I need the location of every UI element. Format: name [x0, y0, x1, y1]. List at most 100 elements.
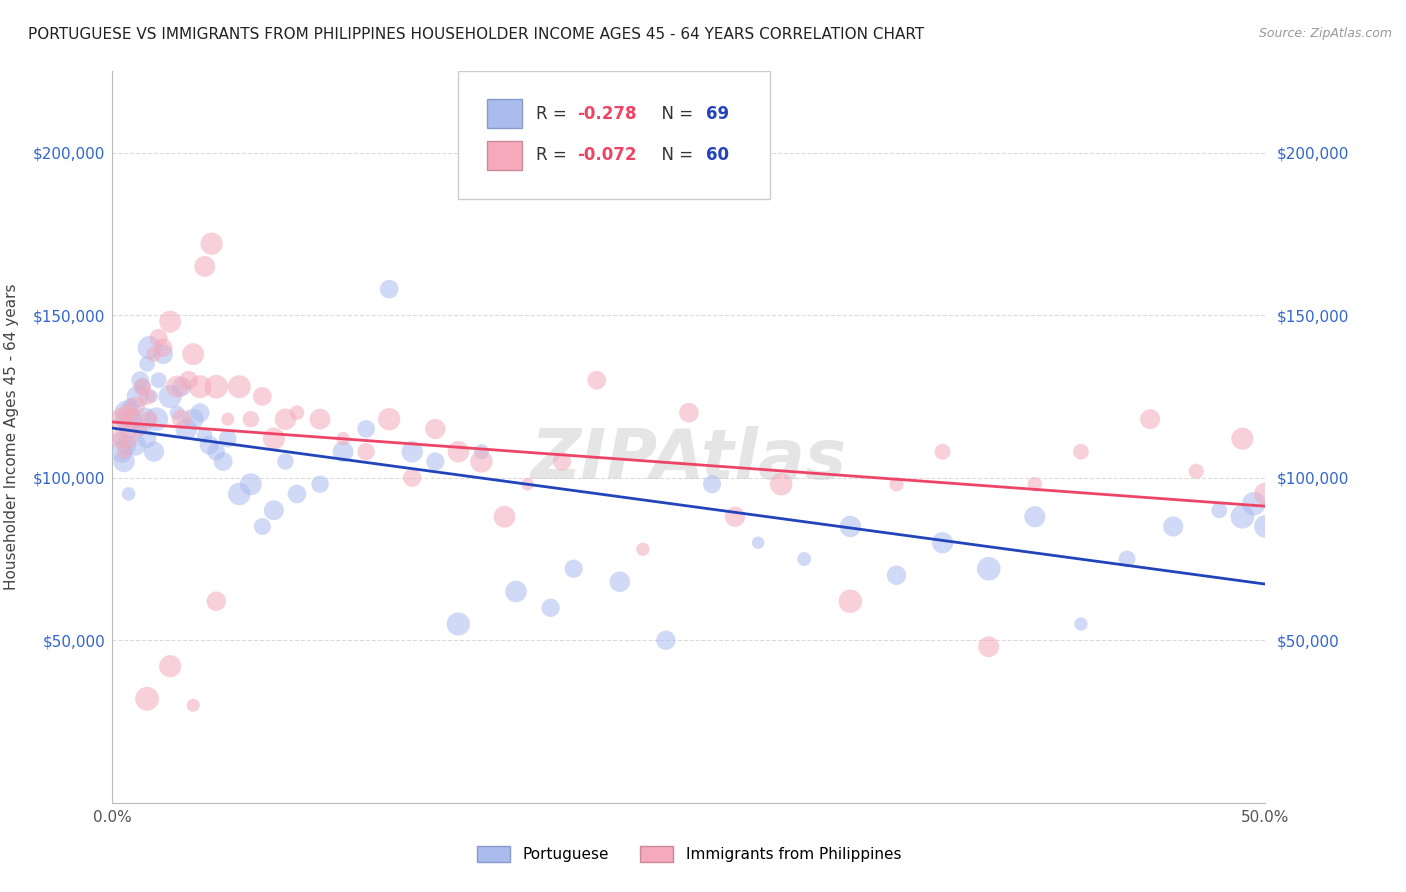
Text: 60: 60	[706, 146, 730, 164]
Point	[124, 399, 146, 413]
Point	[138, 412, 160, 426]
Point	[148, 331, 170, 345]
Point	[136, 691, 159, 706]
Point	[117, 432, 139, 446]
Point	[540, 600, 562, 615]
Point	[505, 584, 527, 599]
Point	[977, 562, 1000, 576]
Point	[839, 594, 862, 608]
Point	[129, 422, 152, 436]
Point	[170, 380, 193, 394]
Point	[309, 412, 332, 426]
Point	[274, 454, 297, 468]
Point	[159, 389, 181, 403]
Point	[378, 412, 401, 426]
Point	[188, 406, 211, 420]
Point	[112, 454, 135, 468]
Point	[631, 542, 654, 557]
Point	[124, 438, 146, 452]
Point	[447, 444, 470, 458]
Legend: Portuguese, Immigrants from Philippines: Portuguese, Immigrants from Philippines	[471, 840, 907, 868]
Point	[1161, 519, 1184, 533]
Point	[136, 389, 159, 403]
Point	[159, 315, 181, 329]
FancyBboxPatch shape	[458, 71, 769, 200]
Point	[181, 698, 204, 713]
Point	[1139, 412, 1161, 426]
Point	[609, 574, 631, 589]
Text: R =: R =	[536, 146, 572, 164]
Point	[252, 389, 274, 403]
Point	[198, 438, 221, 452]
Point	[112, 444, 135, 458]
Point	[143, 347, 166, 361]
Y-axis label: Householder Income Ages 45 - 64 years: Householder Income Ages 45 - 64 years	[4, 284, 20, 591]
Point	[1232, 432, 1254, 446]
Point	[138, 341, 160, 355]
Point	[115, 438, 138, 452]
Point	[252, 519, 274, 533]
Point	[931, 535, 953, 549]
Text: R =: R =	[536, 104, 572, 123]
Point	[115, 406, 138, 420]
Text: 69: 69	[706, 104, 730, 123]
Point	[494, 509, 516, 524]
Point	[425, 422, 447, 436]
Point	[274, 412, 297, 426]
Point	[117, 487, 139, 501]
Point	[228, 380, 250, 394]
Point	[120, 412, 142, 426]
Point	[1070, 617, 1092, 632]
Point	[470, 444, 492, 458]
Point	[839, 519, 862, 533]
Point	[228, 487, 250, 501]
Point	[188, 380, 211, 394]
Point	[977, 640, 1000, 654]
Point	[166, 406, 188, 420]
Point	[401, 444, 423, 458]
Point	[285, 406, 308, 420]
Point	[285, 487, 308, 501]
Point	[205, 380, 228, 394]
Point	[148, 373, 170, 387]
Point	[129, 373, 152, 387]
Point	[136, 357, 159, 371]
Point	[111, 412, 134, 426]
Point	[1024, 477, 1046, 491]
Text: N =: N =	[651, 104, 699, 123]
Text: Source: ZipAtlas.com: Source: ZipAtlas.com	[1258, 27, 1392, 40]
Point	[127, 389, 149, 403]
Point	[129, 422, 152, 436]
Point	[425, 454, 447, 468]
Point	[181, 347, 204, 361]
Point	[886, 568, 908, 582]
Point	[1254, 487, 1277, 501]
Point	[770, 477, 793, 491]
Point	[131, 380, 153, 394]
Point	[136, 432, 159, 446]
Point	[1185, 464, 1208, 478]
Point	[217, 412, 239, 426]
Point	[470, 454, 492, 468]
Point	[378, 282, 401, 296]
Point	[201, 236, 224, 251]
Point	[131, 380, 153, 394]
Point	[700, 477, 723, 491]
Point	[108, 432, 131, 446]
Point	[562, 562, 585, 576]
Point	[1024, 509, 1046, 524]
Point	[239, 412, 262, 426]
Point	[332, 432, 354, 446]
Point	[170, 412, 193, 426]
Point	[152, 347, 174, 361]
Point	[931, 444, 953, 458]
Point	[143, 444, 166, 458]
Point	[1116, 552, 1139, 566]
Point	[115, 406, 138, 420]
FancyBboxPatch shape	[488, 141, 522, 170]
Point	[263, 432, 285, 446]
Point	[1243, 497, 1265, 511]
Point	[217, 432, 239, 446]
Point	[263, 503, 285, 517]
Point	[886, 477, 908, 491]
